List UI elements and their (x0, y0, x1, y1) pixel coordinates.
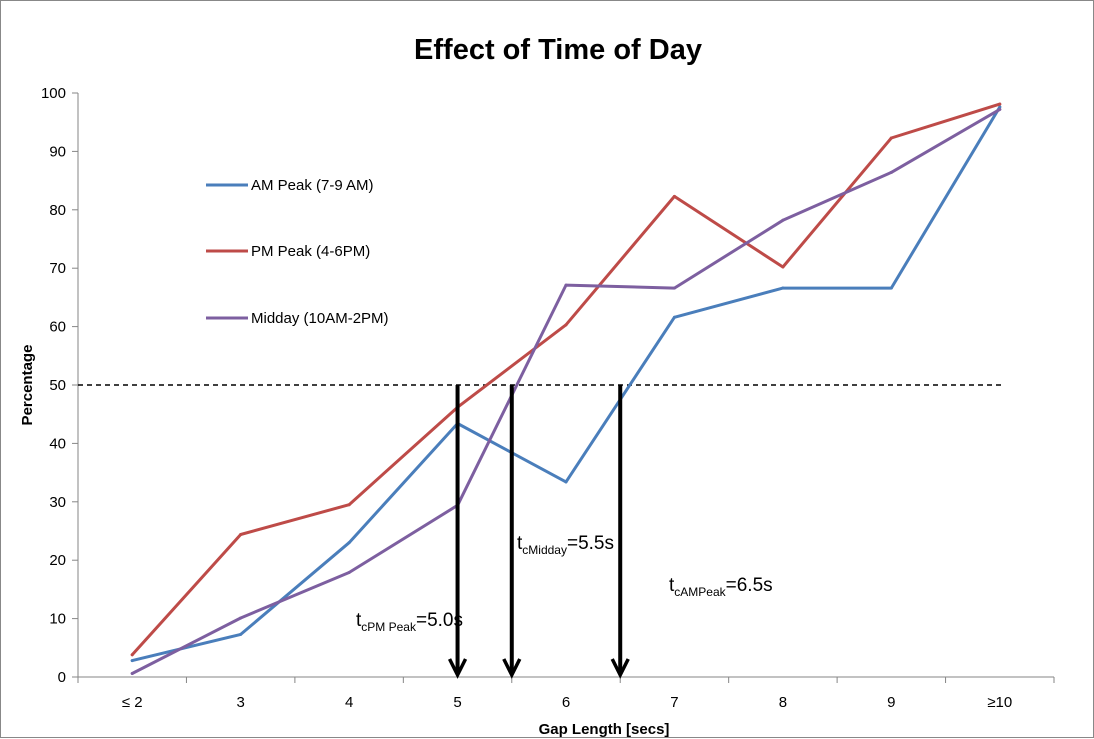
legend-label: PM Peak (4-6PM) (251, 243, 370, 260)
x-tick-label: 4 (345, 694, 353, 711)
data-point (672, 194, 676, 198)
data-point (347, 570, 351, 574)
series-line (130, 107, 1002, 675)
data-point (130, 659, 134, 663)
y-tick-label: 40 (49, 435, 66, 452)
x-tick-label: 6 (562, 694, 570, 711)
series-layer (130, 102, 1002, 675)
annotation-arrow-head (610, 658, 630, 679)
legend-label: AM Peak (7-9 AM) (251, 177, 374, 194)
legend: AM Peak (7-9 AM) PM Peak (4-6PM) Midday (1… (206, 177, 389, 327)
y-tick-label: 20 (49, 552, 66, 569)
data-point (672, 315, 676, 319)
y-tick-label: 50 (49, 377, 66, 394)
data-point (564, 323, 568, 327)
data-point (781, 265, 785, 269)
data-point (998, 105, 1002, 109)
y-axis-label: Percentage (19, 345, 36, 426)
x-tick-label: 9 (887, 694, 895, 711)
x-tick-label: 3 (236, 694, 244, 711)
y-tick-label: 10 (49, 611, 66, 628)
data-point (347, 541, 351, 545)
legend-label: Midday (10AM-2PM) (251, 310, 389, 327)
data-point (998, 107, 1002, 111)
data-point (781, 218, 785, 222)
data-point (130, 671, 134, 675)
axes: 0 10 20 30 40 50 60 70 80 90 100 ≤ 2 3 4 5 6 7 8 9 ≥10 (41, 85, 1055, 711)
data-point (564, 283, 568, 287)
data-point (889, 136, 893, 140)
annotations: tcPM Peak=5.0s tcMidday=5.5s tcAMPeak=6.5s (356, 385, 773, 679)
data-point (672, 286, 676, 290)
x-tick-label: 7 (670, 694, 678, 711)
y-tick-label: 80 (49, 202, 66, 219)
data-point (239, 632, 243, 636)
y-tick-label: 60 (49, 319, 66, 336)
data-point (130, 653, 134, 657)
y-tick-label: 100 (41, 85, 66, 102)
annotation-arrow-head (502, 658, 522, 679)
data-point (347, 503, 351, 507)
x-tick-label: ≥10 (987, 694, 1012, 711)
data-point (781, 286, 785, 290)
x-tick-label: 8 (779, 694, 787, 711)
y-tick-label: 0 (58, 669, 66, 686)
data-point (239, 616, 243, 620)
x-tick-label: 5 (453, 694, 461, 711)
annotation-label: tcMidday=5.5s (517, 533, 614, 557)
annotation-label: tcPM Peak=5.0s (356, 610, 463, 634)
data-point (889, 286, 893, 290)
y-tick-label: 90 (49, 143, 66, 160)
y-tick-label: 30 (49, 494, 66, 511)
chart-title: Effect of Time of Day (414, 34, 702, 66)
annotation-arrow-head (447, 658, 468, 679)
x-tick-label: ≤ 2 (122, 694, 143, 711)
x-axis-label: Gap Length [secs] (539, 721, 670, 738)
data-point (564, 480, 568, 484)
data-point (889, 170, 893, 174)
data-point (998, 102, 1002, 106)
y-tick-label: 70 (49, 260, 66, 277)
data-point (239, 533, 243, 537)
annotation-label: tcAMPeak=6.5s (669, 575, 773, 599)
